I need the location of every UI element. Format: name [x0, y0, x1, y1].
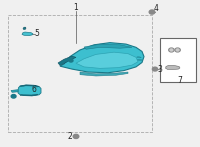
Polygon shape	[84, 44, 132, 49]
Text: 7: 7	[178, 76, 182, 85]
Bar	[8, 15, 152, 132]
Text: 5: 5	[34, 29, 39, 38]
Bar	[160, 38, 196, 82]
Text: 2: 2	[68, 132, 72, 141]
Polygon shape	[11, 90, 18, 92]
Polygon shape	[166, 65, 180, 70]
Polygon shape	[20, 85, 39, 87]
Circle shape	[73, 134, 79, 138]
Polygon shape	[80, 72, 128, 76]
Circle shape	[170, 49, 173, 51]
Polygon shape	[18, 85, 41, 96]
Polygon shape	[58, 56, 76, 65]
Circle shape	[169, 48, 174, 52]
Polygon shape	[23, 27, 26, 29]
Circle shape	[175, 48, 180, 52]
Text: 1: 1	[74, 3, 78, 12]
Text: 6: 6	[32, 85, 36, 94]
Text: 4: 4	[154, 4, 158, 13]
Ellipse shape	[138, 59, 142, 61]
Polygon shape	[60, 43, 144, 73]
Polygon shape	[20, 94, 38, 96]
Circle shape	[152, 67, 158, 71]
Polygon shape	[22, 32, 33, 36]
Circle shape	[176, 49, 179, 51]
Circle shape	[11, 95, 16, 98]
Circle shape	[69, 59, 73, 62]
Text: 3: 3	[158, 65, 162, 74]
Polygon shape	[76, 52, 138, 68]
Circle shape	[149, 10, 155, 14]
Ellipse shape	[137, 57, 141, 58]
